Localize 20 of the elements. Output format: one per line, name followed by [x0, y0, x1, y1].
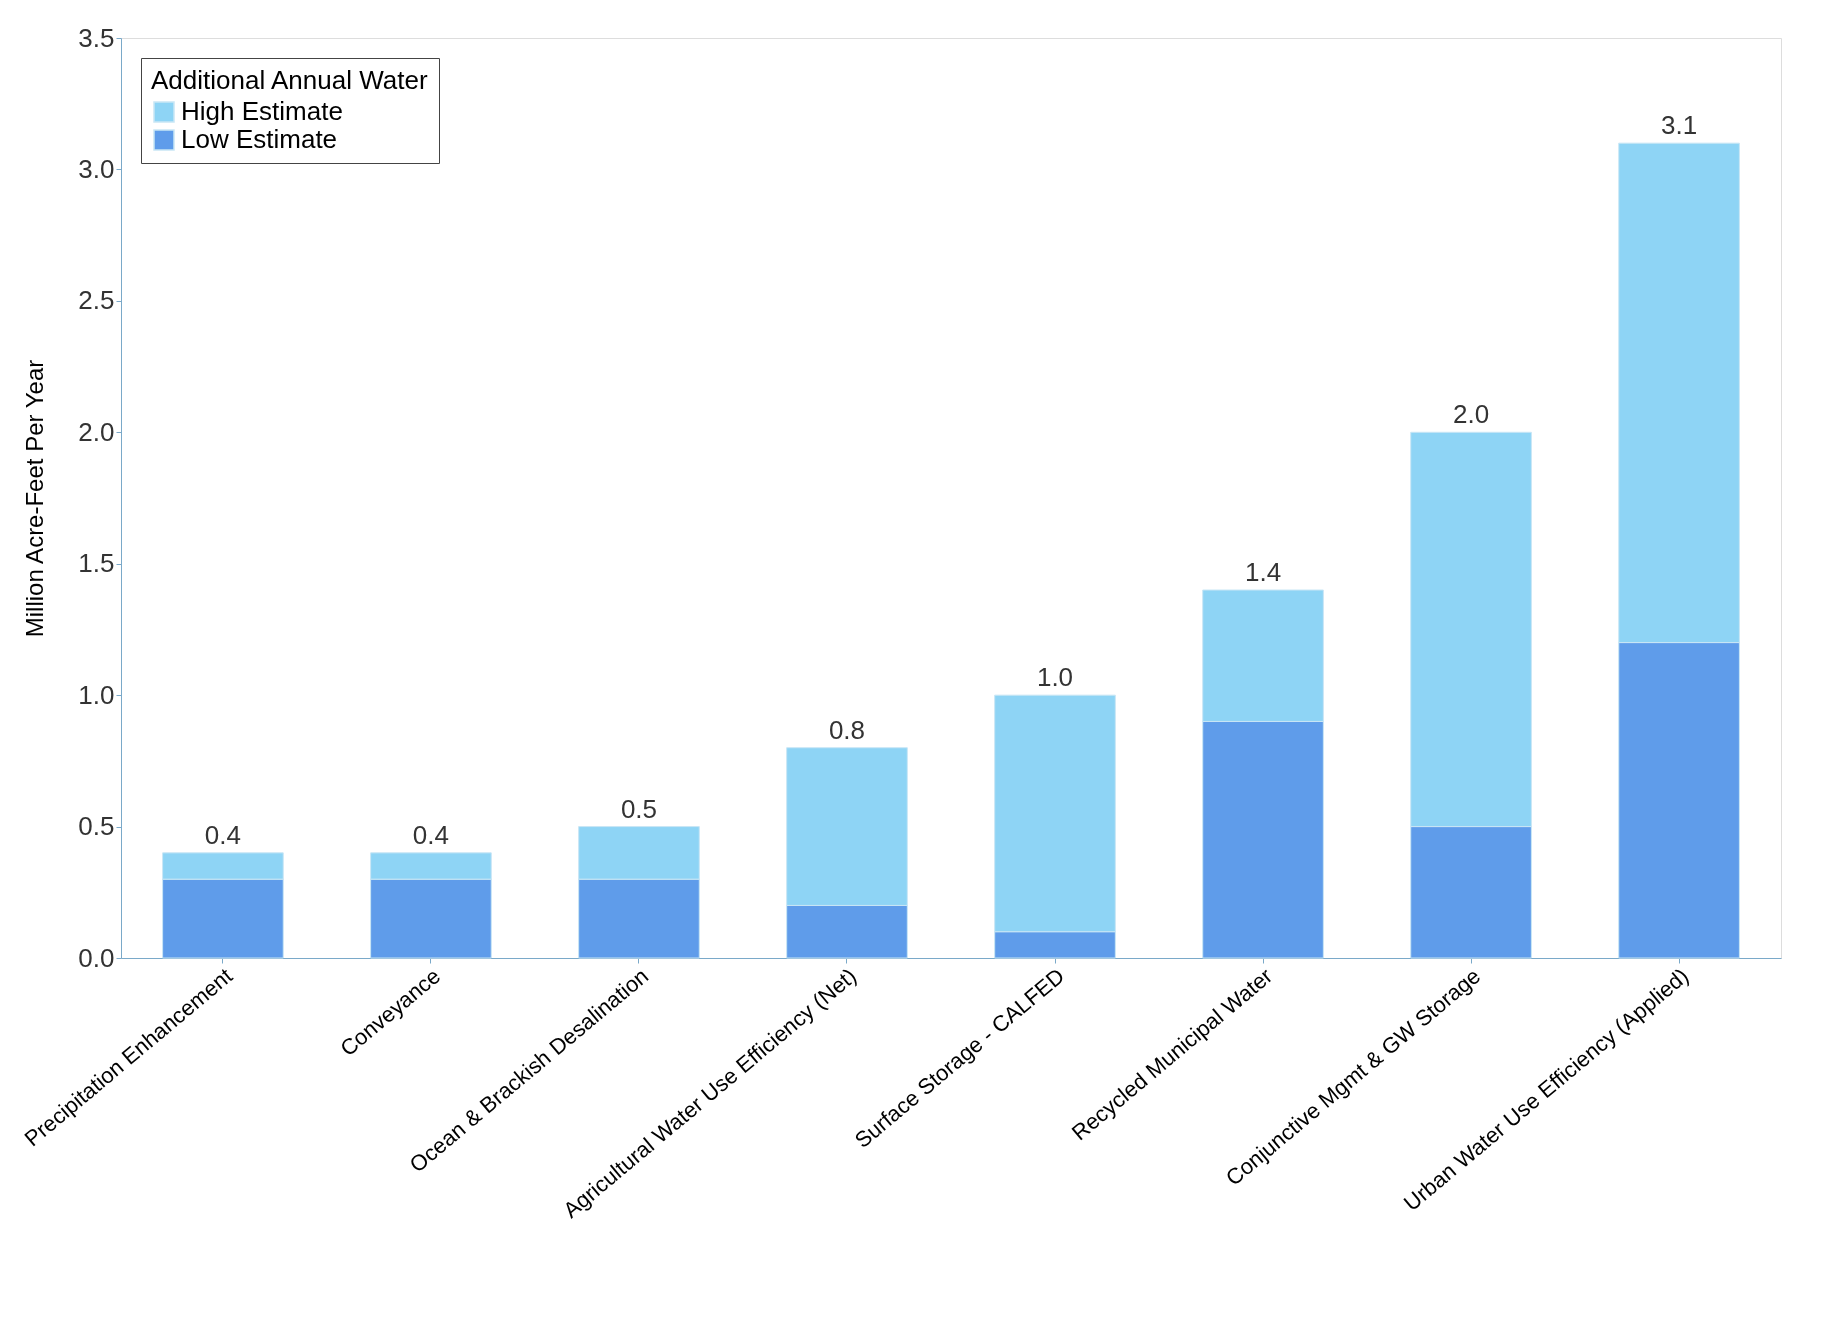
total-label: 2.0 — [1452, 399, 1490, 430]
y-tick-label: 2.0 — [78, 416, 115, 447]
y-tick-label: 0.5 — [78, 811, 115, 842]
legend-title: Additional Annual Water — [151, 65, 428, 95]
y-tick-label: 3.0 — [78, 153, 115, 184]
y-tick-label: 0.0 — [78, 942, 115, 973]
total-label: 0.4 — [204, 819, 242, 850]
y-axis-title: Million Acre-Feet Per Year — [21, 359, 49, 638]
legend-label: High Estimate — [181, 96, 343, 126]
y-tick-label: 2.5 — [78, 285, 115, 316]
total-label: 3.1 — [1660, 110, 1698, 141]
total-label: 1.0 — [1036, 662, 1074, 693]
total-label: 0.4 — [412, 819, 450, 850]
y-tick-label: 1.5 — [78, 548, 115, 579]
total-label: 1.4 — [1244, 557, 1282, 587]
legend-label: Low Estimate — [181, 124, 338, 154]
y-tick-label: 1.0 — [78, 679, 115, 710]
total-label: 0.8 — [828, 714, 866, 745]
y-tick-label: 3.5 — [78, 22, 115, 53]
total-label: 0.5 — [620, 793, 658, 824]
